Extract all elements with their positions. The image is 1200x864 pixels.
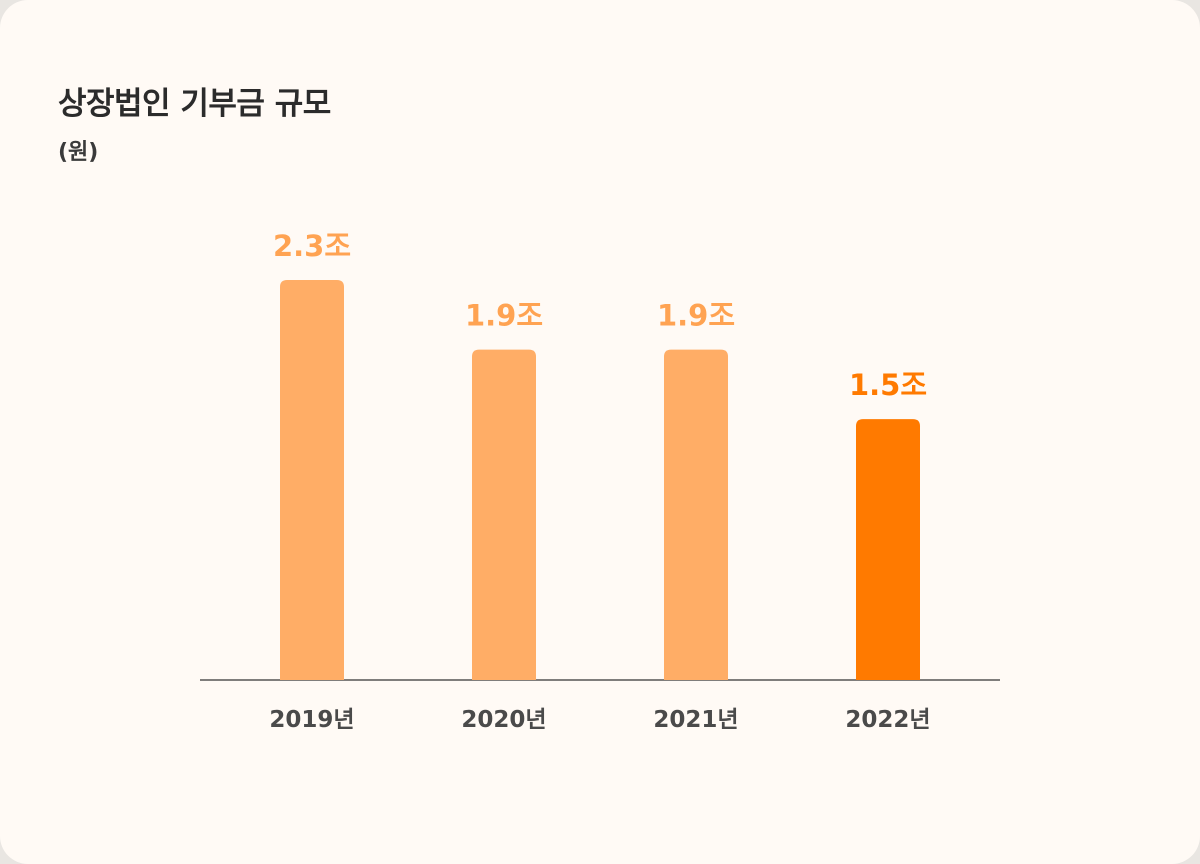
x-tick-label: 2021년 (653, 707, 738, 733)
chart-title: 상장법인 기부금 규모 (58, 86, 331, 122)
bar-2019년 (280, 280, 344, 680)
bar-2020년 (472, 349, 536, 680)
bar-2022년 (856, 419, 920, 680)
x-tick-label: 2019년 (269, 707, 354, 733)
value-label: 1.9조 (657, 299, 735, 333)
x-tick-label: 2022년 (845, 707, 930, 733)
unit-label: (원) (58, 140, 99, 165)
value-label: 1.5조 (849, 368, 927, 402)
bars-group: 2.3조 2019년 1.9조 2020년 1.9조 2021년 1.5조 2022년 (269, 229, 930, 733)
value-label: 2.3조 (273, 229, 351, 263)
bar-2021년 (664, 349, 728, 680)
x-tick-label: 2020년 (461, 707, 546, 733)
value-label: 1.9조 (465, 299, 543, 333)
